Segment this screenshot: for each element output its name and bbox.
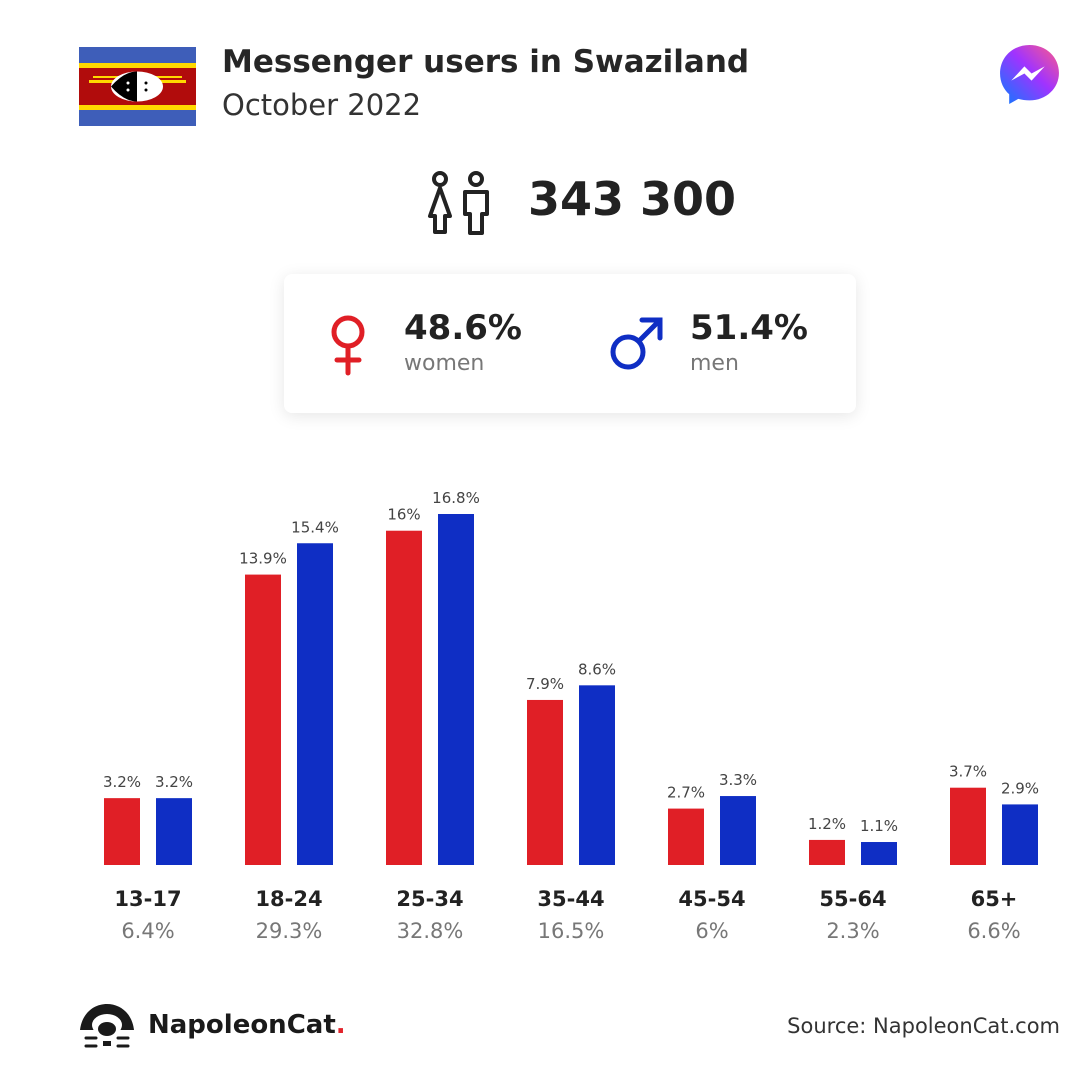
- category-label: 55-64: [819, 887, 886, 911]
- category-label: 65+: [971, 887, 1018, 911]
- age-gender-bar-chart: 3.2% 3.2% 13-17 6.4% 13.9%15.4% 18-24 29.3% 16%…: [103, 489, 1039, 943]
- men-bar: [1002, 804, 1038, 865]
- category-label: 35-44: [537, 887, 604, 911]
- page-title: Messenger users in Swaziland: [222, 44, 750, 80]
- women-bar: [950, 787, 986, 865]
- total-users-value: 343 300: [528, 172, 737, 226]
- men-percentage: 51.4%: [690, 308, 808, 348]
- brand-dot: .: [335, 1010, 346, 1040]
- category-total: 16.5%: [538, 919, 605, 943]
- brand-name: NapoleonCat.: [148, 1010, 346, 1040]
- people-icon: [428, 171, 489, 235]
- men-bar: [156, 798, 192, 865]
- women-data-label: 3.2%: [103, 773, 141, 791]
- men-bar: [297, 543, 333, 865]
- women-data-label: 16%: [387, 506, 420, 524]
- women-data-label: 2.7%: [667, 784, 705, 802]
- men-data-label: 8.6%: [578, 660, 616, 678]
- men-bar: [861, 842, 897, 865]
- category-label: 45-54: [678, 887, 745, 911]
- category-total: 29.3%: [256, 919, 323, 943]
- messenger-logo-icon: [1000, 45, 1059, 104]
- women-data-label: 1.2%: [808, 815, 846, 833]
- women-bar: [809, 839, 845, 865]
- category-total: 32.8%: [397, 919, 464, 943]
- men-bar: [438, 514, 474, 865]
- women-data-label: 13.9%: [239, 550, 287, 568]
- men-label: men: [690, 351, 739, 376]
- men-data-label: 3.2%: [155, 773, 193, 791]
- women-label: women: [404, 351, 485, 376]
- category-label: 25-34: [396, 887, 463, 911]
- category-label: 13-17: [114, 887, 181, 911]
- women-data-label: 7.9%: [526, 675, 564, 693]
- napoleoncat-logo-icon: [80, 1004, 134, 1048]
- page-subtitle: October 2022: [222, 88, 422, 122]
- women-bar: [245, 574, 281, 865]
- gender-split-card: 48.6% women 51.4% men: [284, 274, 856, 413]
- women-bar: [668, 808, 704, 865]
- men-data-label: 2.9%: [1001, 779, 1039, 797]
- men-bar: [720, 796, 756, 865]
- male-symbol-icon: [610, 317, 663, 370]
- women-bar: [104, 798, 140, 865]
- women-bar: [527, 699, 563, 865]
- category-total: 6.4%: [121, 919, 174, 943]
- women-percentage: 48.6%: [404, 308, 522, 348]
- women-data-label: 3.7%: [949, 763, 987, 781]
- category-total: 6.6%: [967, 919, 1020, 943]
- men-bar: [579, 685, 615, 865]
- men-data-label: 1.1%: [860, 817, 898, 835]
- category-total: 6%: [695, 919, 728, 943]
- flag-of-swaziland: [79, 47, 196, 126]
- men-data-label: 3.3%: [719, 771, 757, 789]
- female-symbol-icon: [331, 315, 365, 376]
- women-bar: [386, 530, 422, 865]
- category-label: 18-24: [255, 887, 322, 911]
- source-credit: Source: NapoleonCat.com: [787, 1014, 1060, 1038]
- men-data-label: 15.4%: [291, 518, 339, 536]
- category-total: 2.3%: [826, 919, 879, 943]
- men-data-label: 16.8%: [432, 489, 480, 507]
